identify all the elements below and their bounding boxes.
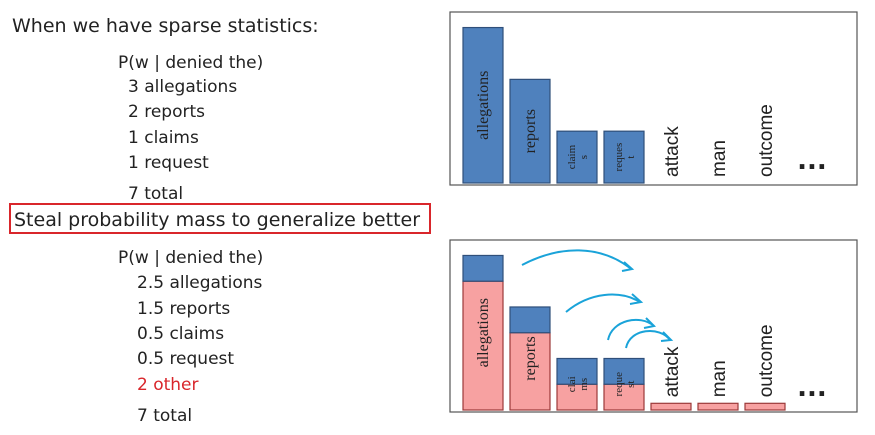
category-label: attack [662, 126, 683, 177]
category-label: man [709, 360, 730, 397]
category-label: claims [566, 376, 590, 392]
total: 7 total [137, 406, 192, 426]
category-label: reports [522, 109, 539, 153]
bar-segment [697, 402, 739, 411]
category-label: request [613, 143, 637, 172]
bar [509, 78, 551, 184]
bar [603, 130, 645, 184]
callout: Steal probability mass to generalize bet… [14, 209, 420, 231]
category-label: outcome [756, 324, 777, 397]
label-line: ms [578, 378, 590, 391]
given: P(w | denied the) [118, 53, 263, 73]
category-label: outcome [756, 104, 777, 177]
category-label: ... [797, 146, 827, 176]
bar-segment [744, 402, 786, 411]
other: 2 other [137, 375, 199, 395]
count: 3 allegations [128, 77, 237, 97]
bar-segment [462, 280, 504, 411]
bar [556, 130, 598, 184]
total: 7 total [128, 184, 183, 204]
count: 2 reports [128, 102, 205, 122]
category-label: man [709, 140, 730, 177]
category-label: allegations [475, 71, 492, 140]
count: 0.5 claims [137, 324, 224, 344]
bar-segment [509, 306, 551, 334]
callout-box [9, 203, 431, 234]
bar-segment [603, 383, 645, 411]
category-label: reports [522, 336, 539, 380]
heading: When we have sparse statistics: [12, 15, 319, 37]
count: 0.5 request [137, 349, 234, 369]
label-line: t [625, 156, 637, 159]
count: 2.5 allegations [137, 273, 263, 293]
bar-segment [509, 332, 551, 411]
category-label: ... [797, 373, 827, 403]
category-label: allegations [475, 298, 492, 367]
plot-frame [449, 11, 858, 186]
plot-frame [449, 239, 858, 413]
label-line: clai [566, 376, 578, 392]
bar-segment [603, 357, 645, 385]
bar-segment [462, 254, 504, 282]
count: 1 claims [128, 128, 199, 148]
label-line: reques [613, 143, 625, 172]
bar [462, 26, 504, 184]
category-label: request [613, 372, 637, 397]
arrows [521, 249, 674, 349]
bar-segment [556, 357, 598, 385]
bar-segment [650, 402, 692, 411]
label-line: st [625, 381, 637, 388]
category-label: claims [566, 144, 590, 169]
count: 1 request [128, 153, 209, 173]
given: P(w | denied the) [118, 248, 263, 268]
label-line: reque [613, 372, 625, 397]
label-line: s [578, 155, 590, 159]
label-line: claim [566, 144, 578, 169]
count: 1.5 reports [137, 299, 230, 319]
category-label: attack [662, 346, 683, 397]
